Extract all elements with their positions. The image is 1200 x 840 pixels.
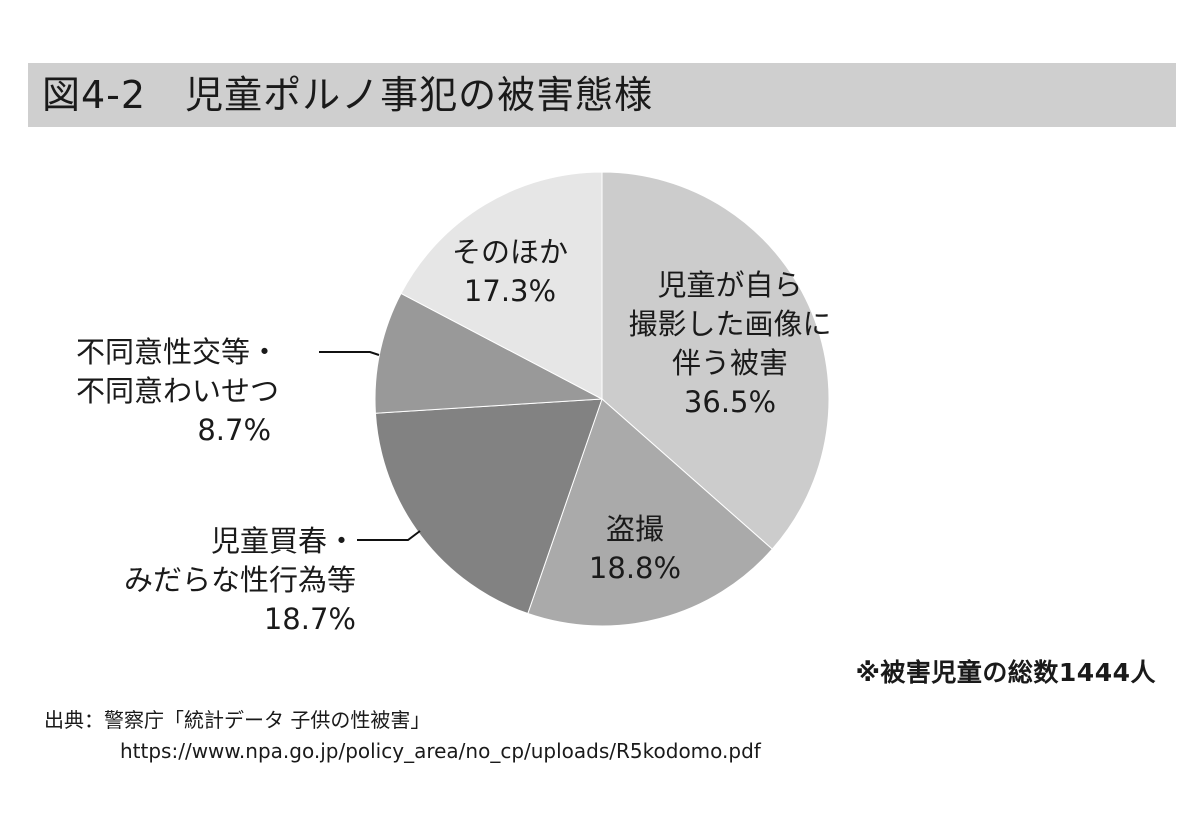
label-self-photo: 児童が自ら 撮影した画像に 伴う被害 36.5% xyxy=(612,266,848,422)
label-voyeur: 盗撮 18.8% xyxy=(560,510,710,588)
label-prostitution: 児童買春・ みだらな性行為等 18.7% xyxy=(76,522,356,639)
source-url: https://www.npa.go.jp/policy_area/no_cp/… xyxy=(120,739,761,763)
label-prostitution-pct: 18.7% xyxy=(263,602,356,636)
label-voyeur-pct: 18.8% xyxy=(588,551,682,585)
label-other-pct: 17.3% xyxy=(463,274,557,308)
pie-slices xyxy=(374,171,830,627)
label-other-line1: そのほか xyxy=(451,235,568,269)
pie-slice xyxy=(400,171,603,400)
pie-slice xyxy=(601,171,830,550)
label-other: そのほか 17.3% xyxy=(430,233,590,311)
label-prostitution-line2: みだらな性行為等 xyxy=(123,563,356,597)
label-voyeur-line1: 盗撮 xyxy=(605,512,664,546)
source-citation: 出典：警察庁「統計データ 子供の性被害」 xyxy=(44,708,431,732)
pie-slice xyxy=(374,292,604,414)
leader-line-prostitution xyxy=(357,530,421,541)
label-nonconsent-line1: 不同意性交等・ xyxy=(76,335,280,369)
chart-title: 図4-2 児童ポルノ事犯の被害態様 xyxy=(42,73,654,117)
label-self-photo-line3: 伴う被害 xyxy=(671,346,788,380)
label-self-photo-line1: 児童が自ら xyxy=(657,268,803,302)
pie-slice xyxy=(527,398,773,627)
label-nonconsent-line2: 不同意わいせつ xyxy=(76,374,280,408)
total-victims-note: ※被害児童の総数1444人 xyxy=(855,658,1156,687)
label-self-photo-line2: 撮影した画像に xyxy=(628,307,832,341)
label-prostitution-line1: 児童買春・ xyxy=(210,524,356,558)
label-self-photo-pct: 36.5% xyxy=(683,385,777,419)
pie-slice xyxy=(374,398,603,615)
leader-line-nonconsent xyxy=(319,351,380,356)
title-bar: 図4-2 児童ポルノ事犯の被害態様 xyxy=(28,63,1176,127)
label-nonconsent-pct: 8.7% xyxy=(197,413,272,447)
label-nonconsent: 不同意性交等・ 不同意わいせつ 8.7% xyxy=(76,333,279,450)
